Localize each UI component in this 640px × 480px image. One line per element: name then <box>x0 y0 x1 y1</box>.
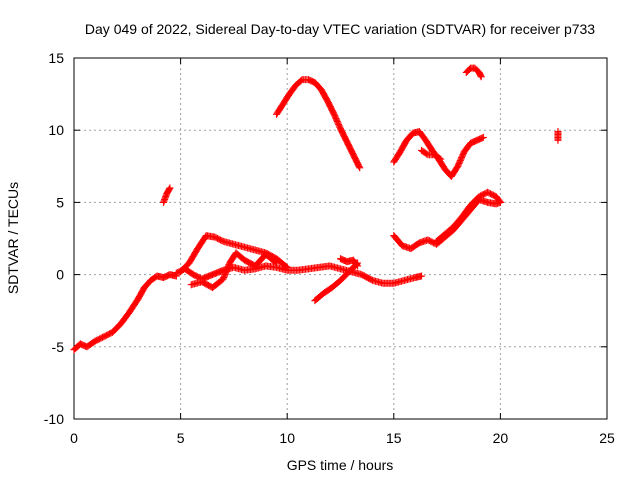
y-tick-label: -5 <box>52 339 65 355</box>
x-tick-label: 5 <box>177 430 185 446</box>
series-big-arc <box>273 76 364 172</box>
data-point-marker <box>554 128 562 136</box>
x-tick-label: 10 <box>279 430 295 446</box>
series-evening-lower-branch <box>432 188 504 245</box>
x-tick-label: 20 <box>493 430 509 446</box>
plot-frame <box>73 57 608 420</box>
y-tick-label: -10 <box>44 411 64 427</box>
series-small-arc <box>160 184 174 206</box>
data-point-marker <box>356 164 364 172</box>
series-isolated <box>554 128 562 144</box>
data-point-marker <box>479 133 487 141</box>
x-tick-label: 0 <box>70 430 78 446</box>
data-point-marker <box>165 185 173 193</box>
data-point-marker <box>218 237 226 245</box>
data-point-marker <box>355 162 363 170</box>
data-point-marker <box>166 184 174 192</box>
data-point-marker <box>418 272 426 280</box>
data-point-marker <box>273 259 281 267</box>
series-early-rise <box>70 271 180 354</box>
data-point-marker <box>477 73 485 81</box>
data-point-marker <box>496 197 504 205</box>
data-point-marker <box>435 154 443 162</box>
data-point-marker <box>353 261 361 269</box>
series-evening-upper-loop <box>418 146 445 163</box>
series-midday-lower <box>172 262 426 287</box>
x-tick-label: 25 <box>599 430 615 446</box>
data-point-marker <box>496 198 504 206</box>
series-mixed-cluster <box>187 249 281 292</box>
y-tick-label: 10 <box>48 122 64 138</box>
x-axis-label: GPS time / hours <box>287 457 394 473</box>
data-point-marker <box>354 262 362 270</box>
chart-title: Day 049 of 2022, Sidereal Day-to-day VTE… <box>85 21 595 37</box>
data-point-marker <box>271 258 279 266</box>
y-tick-label: 0 <box>56 267 64 283</box>
series-evening-lower <box>390 196 504 253</box>
grid-lines <box>74 58 607 419</box>
y-tick-label: 5 <box>56 194 64 210</box>
y-tick-label: 15 <box>48 50 64 66</box>
x-tick-label: 15 <box>386 430 402 446</box>
series-late-top <box>462 64 485 81</box>
series-afternoon-upper <box>337 255 362 270</box>
axis-ticks: 0 5 10 15 20 25 -10 -5 0 5 10 15 <box>44 50 615 446</box>
data-points <box>70 64 562 354</box>
data-point-marker <box>437 155 445 163</box>
y-axis-label: SDTVAR / TECUs <box>5 182 21 294</box>
